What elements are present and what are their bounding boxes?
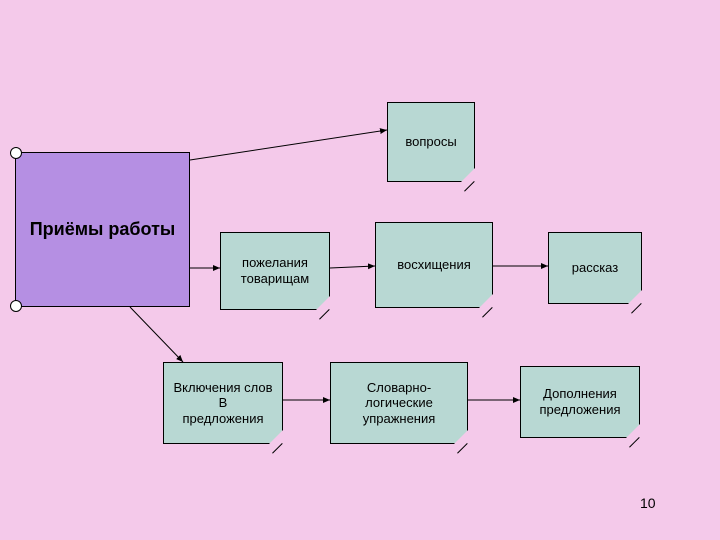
note-fold-icon	[628, 290, 642, 304]
note-label-rasskaz: рассказ	[572, 260, 618, 276]
note-label-pozhelania: пожелания товарищам	[225, 255, 325, 286]
page-number: 10	[640, 495, 656, 511]
page-number-text: 10	[640, 495, 656, 511]
note-vklyuchenia: Включения слов В предложения	[163, 362, 283, 444]
note-fold-icon	[269, 430, 283, 444]
note-label-vklyuchenia: Включения слов В предложения	[173, 380, 272, 427]
note-fold-icon	[626, 424, 640, 438]
note-label-slovarno: Словарно-логические упражнения	[335, 380, 463, 427]
note-fold-icon	[316, 296, 330, 310]
note-fold-icon	[479, 294, 493, 308]
scroll-curl-bottom	[10, 300, 22, 312]
note-label-dopolnenia: Дополнения предложения	[525, 386, 635, 417]
note-label-voshishenia: восхищения	[397, 257, 471, 273]
note-dopolnenia: Дополнения предложения	[520, 366, 640, 438]
main-scroll-node: Приёмы работы	[15, 152, 190, 307]
note-fold-icon	[454, 430, 468, 444]
note-voshishenia: восхищения	[375, 222, 493, 308]
note-slovarno: Словарно-логические упражнения	[330, 362, 468, 444]
note-label-voprosy: вопросы	[405, 134, 456, 150]
note-voprosy: вопросы	[387, 102, 475, 182]
note-fold-icon	[461, 168, 475, 182]
note-pozhelania: пожелания товарищам	[220, 232, 330, 310]
main-scroll-label: Приёмы работы	[30, 219, 176, 241]
note-rasskaz: рассказ	[548, 232, 642, 304]
scroll-curl-top	[10, 147, 22, 159]
